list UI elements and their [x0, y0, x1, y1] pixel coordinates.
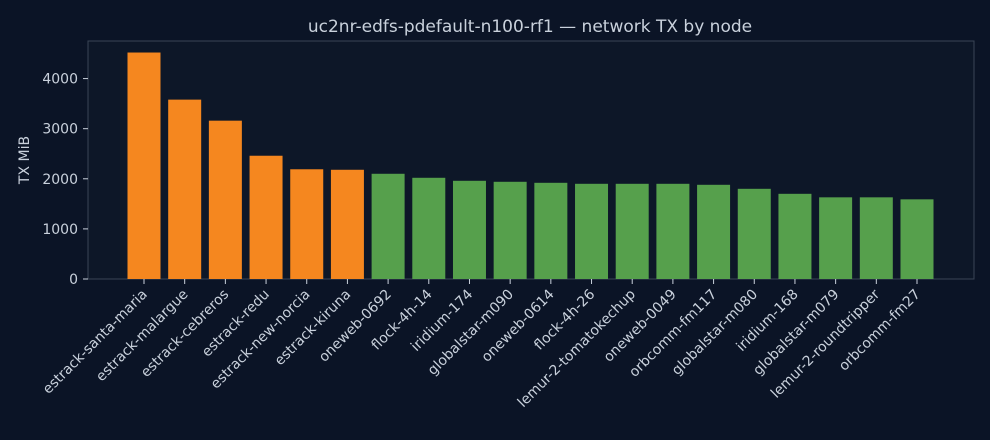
bar-globalstar-m080: [737, 188, 771, 279]
bar-estrack-santa-maria: [127, 52, 161, 279]
bar-orbcomm-fm117: [697, 184, 731, 279]
x-tick-label: oneweb-0614: [479, 286, 558, 365]
x-axis: estrack-santa-mariaestrack-malargueestra…: [40, 279, 924, 411]
x-tick-label: oneweb-0692: [316, 287, 395, 366]
bar-flock-4h-26: [575, 183, 609, 279]
bar-flock-4h-14: [412, 177, 446, 279]
bar-oneweb-0692: [371, 173, 405, 279]
x-tick-label: oneweb-0049: [601, 287, 680, 366]
bar-globalstar-m079: [819, 197, 853, 279]
bar-globalstar-m090: [493, 181, 527, 279]
y-tick-label: 1000: [42, 222, 78, 238]
bar-lemur-2-tomatokechup: [615, 183, 649, 279]
bar-estrack-kiruna: [330, 169, 364, 279]
bar-estrack-malargue: [168, 99, 202, 279]
bar-iridium-174: [452, 180, 486, 279]
bar-estrack-new-norcia: [290, 169, 324, 279]
y-tick-label: 3000: [42, 122, 78, 138]
bar-estrack-redu: [249, 155, 283, 279]
y-axis: 0 1000 2000 3000 4000: [42, 72, 88, 288]
y-axis-label: TX MiB: [17, 136, 33, 185]
bar-lemur-2-roundtripper: [859, 197, 893, 279]
y-tick-label: 2000: [42, 172, 78, 188]
chart-title: uc2nr-edfs-pdefault-n100-rf1 — network T…: [308, 17, 752, 37]
bar-estrack-cebreros: [208, 120, 242, 280]
bar-iridium-168: [778, 193, 812, 279]
y-tick-label: 0: [69, 272, 78, 288]
bar-oneweb-0614: [534, 182, 568, 279]
bar-oneweb-0049: [656, 183, 690, 279]
bars: [127, 52, 934, 280]
y-tick-label: 4000: [42, 72, 78, 88]
bar-orbcomm-fm27: [900, 199, 934, 279]
